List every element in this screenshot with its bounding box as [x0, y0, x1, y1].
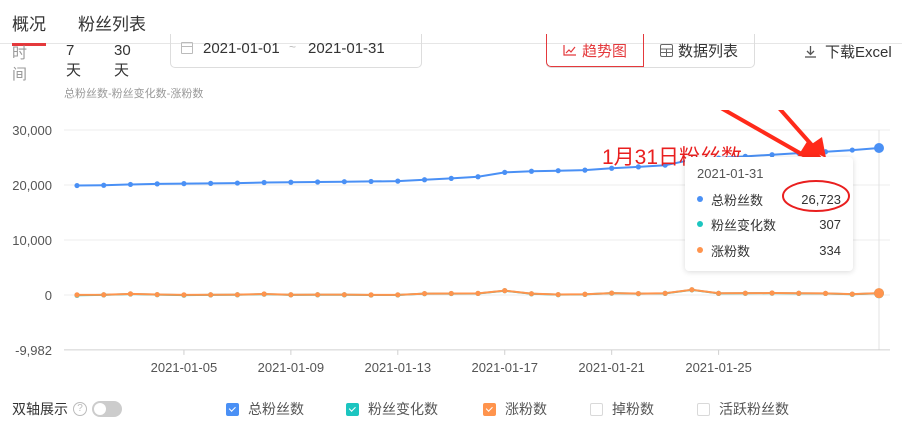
chart-axes: 30,000 20,000 10,000 0 -9,982 2021-01-05 2021-…	[12, 123, 890, 375]
data-table-button[interactable]: 数据列表	[644, 34, 754, 67]
tab-bar: 概况 粉丝列表	[0, 0, 902, 46]
download-excel-label: 下载Excel	[825, 44, 892, 61]
checkbox-icon[interactable]	[590, 402, 603, 416]
legend-total-fans[interactable]: 总粉丝数	[226, 399, 304, 419]
dot-icon	[697, 247, 703, 253]
checkbox-icon[interactable]	[226, 402, 239, 416]
svg-text:-9,982: -9,982	[15, 343, 52, 358]
calendar-icon	[181, 42, 193, 54]
chart-subtitle: 总粉丝数-粉丝变化数-涨粉数	[64, 88, 204, 100]
date-range-picker[interactable]: 2021-01-01 ~ 2021-01-31	[170, 34, 422, 68]
dual-axis-label: 双轴展示	[12, 401, 68, 417]
date-separator: ~	[289, 40, 297, 54]
legend-lost-fans[interactable]: 掉粉数	[590, 399, 654, 419]
checkbox-icon[interactable]	[483, 402, 496, 416]
trend-icon	[563, 45, 576, 56]
download-icon	[805, 46, 816, 58]
tooltip-row: 粉丝变化数 307	[697, 214, 841, 234]
svg-text:2021-01-13: 2021-01-13	[365, 360, 432, 375]
tab-fan-list[interactable]: 粉丝列表	[78, 15, 146, 34]
dot-icon	[697, 196, 703, 202]
date-to[interactable]: 2021-01-31	[308, 40, 385, 57]
svg-text:2021-01-17: 2021-01-17	[471, 360, 538, 375]
checkbox-icon[interactable]	[697, 402, 710, 416]
svg-text:0: 0	[45, 288, 52, 303]
chart-tooltip: 2021-01-31 总粉丝数 26,723 粉丝变化数 307 涨粉数 334	[685, 157, 853, 271]
dual-axis-toggle[interactable]	[92, 401, 122, 417]
tab-overview[interactable]: 概况	[12, 10, 46, 46]
view-switch: 趋势图 数据列表	[546, 34, 756, 68]
svg-text:30,000: 30,000	[12, 123, 52, 138]
checkbox-icon[interactable]	[346, 402, 359, 416]
tooltip-row: 总粉丝数 26,723	[697, 189, 841, 209]
svg-text:20,000: 20,000	[12, 178, 52, 193]
annotation-arrows	[720, 110, 826, 162]
svg-text:2021-01-05: 2021-01-05	[151, 360, 218, 375]
svg-text:2021-01-09: 2021-01-09	[258, 360, 325, 375]
svg-text:2021-01-21: 2021-01-21	[578, 360, 645, 375]
dual-axis-toggle-group: 双轴展示 ?	[12, 399, 122, 419]
svg-text:2021-01-25: 2021-01-25	[685, 360, 752, 375]
time-label: 时间	[12, 45, 28, 83]
date-from[interactable]: 2021-01-01	[203, 40, 280, 57]
quick-30-days[interactable]: 30天	[114, 42, 131, 79]
chart-footer: 双轴展示 ? 总粉丝数 粉丝变化数 涨粉数 掉粉数 活跃粉丝数	[0, 396, 902, 420]
quick-7-days[interactable]: 7天	[66, 42, 82, 79]
help-icon[interactable]: ?	[73, 402, 87, 416]
dot-icon	[697, 221, 703, 227]
data-table-label: 数据列表	[678, 43, 739, 60]
download-excel-button[interactable]: 下载Excel	[804, 41, 892, 62]
trend-chart-button[interactable]: 趋势图	[546, 34, 645, 67]
legend-new-fans[interactable]: 涨粉数	[483, 399, 547, 419]
tooltip-row: 涨粉数 334	[697, 240, 841, 260]
trend-chart-label: 趋势图	[582, 42, 628, 60]
line-chart[interactable]: 30,000 20,000 10,000 0 -9,982 2021-01-05 2021-…	[0, 110, 902, 390]
table-icon	[660, 44, 674, 57]
chart-series	[74, 143, 884, 299]
svg-text:10,000: 10,000	[12, 233, 52, 248]
highlight-circle-icon	[782, 180, 850, 212]
legend-fan-change[interactable]: 粉丝变化数	[346, 399, 438, 419]
tooltip-date: 2021-01-31	[697, 166, 764, 181]
legend-active-fans[interactable]: 活跃粉丝数	[697, 399, 789, 419]
